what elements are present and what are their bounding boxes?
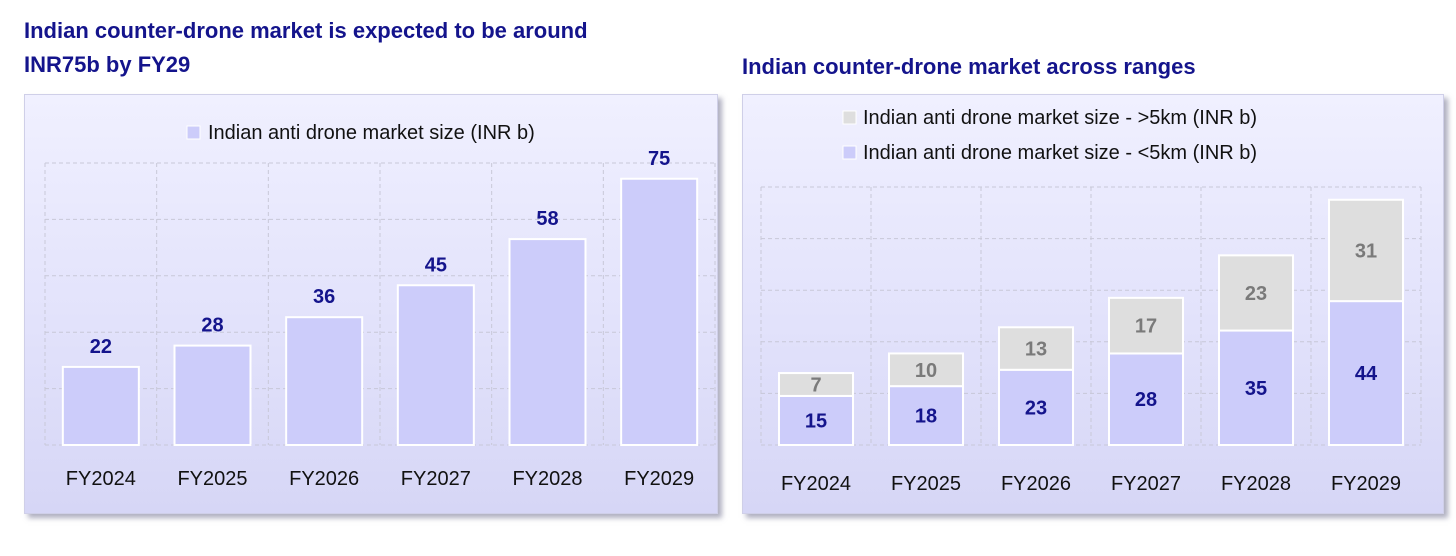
bar-value-label: 22	[90, 336, 112, 358]
segment-value-label-under-5km: 18	[915, 406, 937, 428]
left-chart-title-line1: Indian counter-drone market is expected …	[24, 18, 588, 43]
bar-value-label: 58	[536, 208, 558, 230]
x-tick-label: FY2028	[1221, 473, 1291, 495]
bar-segment-under-5km	[888, 385, 964, 447]
segment-value-label-under-5km: 35	[1245, 378, 1267, 400]
x-tick-label: FY2027	[1111, 473, 1181, 495]
legend-label: Indian anti drone market size (INR b)	[208, 122, 535, 144]
left-chart-panel: 22 FY2024 28 FY2025 36 FY2026 45 FY2027 58 FY2028…	[24, 94, 718, 514]
x-tick-label: FY2029	[624, 468, 694, 490]
legend-swatch-under-5km	[842, 145, 857, 160]
left-bar-chart: 22 FY2024 28 FY2025 36 FY2026 45 FY2027 58 FY2028…	[44, 122, 716, 490]
right-chart-panel: 15 7 FY2024 18 10 FY2025 23 13 FY2026 28 17 FY2027 3…	[742, 94, 1444, 514]
bar-segment-over-5km	[998, 326, 1074, 371]
bar-segment-over-5km	[888, 352, 964, 388]
x-tick-label: FY2028	[512, 468, 582, 490]
x-tick-label: FY2029	[1331, 473, 1401, 495]
bar-value-label: 75	[648, 148, 670, 170]
segment-value-label-under-5km: 23	[1025, 397, 1047, 419]
bar-segment-over-5km	[778, 372, 854, 397]
bar	[396, 284, 475, 446]
bar-value-label: 28	[201, 315, 223, 337]
segment-value-label-under-5km: 44	[1355, 363, 1378, 385]
bar-segment-under-5km	[1218, 329, 1294, 446]
x-tick-label: FY2026	[289, 468, 359, 490]
x-tick-label: FY2024	[781, 473, 851, 495]
bar	[285, 316, 364, 446]
x-tick-label: FY2025	[177, 468, 247, 490]
bar-segment-under-5km	[998, 368, 1074, 447]
segment-value-label-under-5km: 15	[805, 410, 827, 432]
bar	[620, 177, 699, 446]
legend-swatch	[186, 125, 201, 140]
segment-value-label-over-5km: 31	[1355, 240, 1377, 262]
legend-label-over-5km: Indian anti drone market size - >5km (IN…	[863, 107, 1257, 129]
x-tick-label: FY2027	[401, 468, 471, 490]
bar	[173, 344, 252, 447]
segment-value-label-over-5km: 23	[1245, 283, 1267, 305]
bar	[508, 238, 587, 446]
right-stacked-bar-chart: 15 7 FY2024 18 10 FY2025 23 13 FY2026 28 17 FY2027 3…	[760, 107, 1422, 495]
left-chart-title: Indian counter-drone market is expected …	[24, 14, 704, 82]
bar-value-label: 45	[425, 254, 447, 276]
bar-segment-over-5km	[1328, 198, 1404, 303]
bar-segment-under-5km	[778, 394, 854, 447]
bar-segment-under-5km	[1108, 352, 1184, 446]
bar-segment-under-5km	[1328, 300, 1404, 446]
left-chart-title-line2: INR75b by FY29	[24, 52, 191, 77]
segment-value-label-over-5km: 17	[1135, 316, 1157, 338]
legend-label-under-5km: Indian anti drone market size - <5km (IN…	[863, 142, 1257, 164]
segment-value-label-under-5km: 28	[1135, 389, 1157, 411]
segment-value-label-over-5km: 10	[915, 360, 937, 382]
x-tick-label: FY2026	[1001, 473, 1071, 495]
legend-swatch-over-5km	[842, 110, 857, 125]
x-tick-label: FY2025	[891, 473, 961, 495]
x-tick-label: FY2024	[66, 468, 136, 490]
bar	[61, 365, 140, 446]
bar-segment-over-5km	[1108, 296, 1184, 355]
right-chart-title: Indian counter-drone market across range…	[742, 54, 1196, 79]
bar-value-label: 36	[313, 286, 335, 308]
segment-value-label-over-5km: 7	[810, 375, 821, 397]
segment-value-label-over-5km: 13	[1025, 339, 1047, 361]
bar-segment-over-5km	[1218, 254, 1294, 332]
